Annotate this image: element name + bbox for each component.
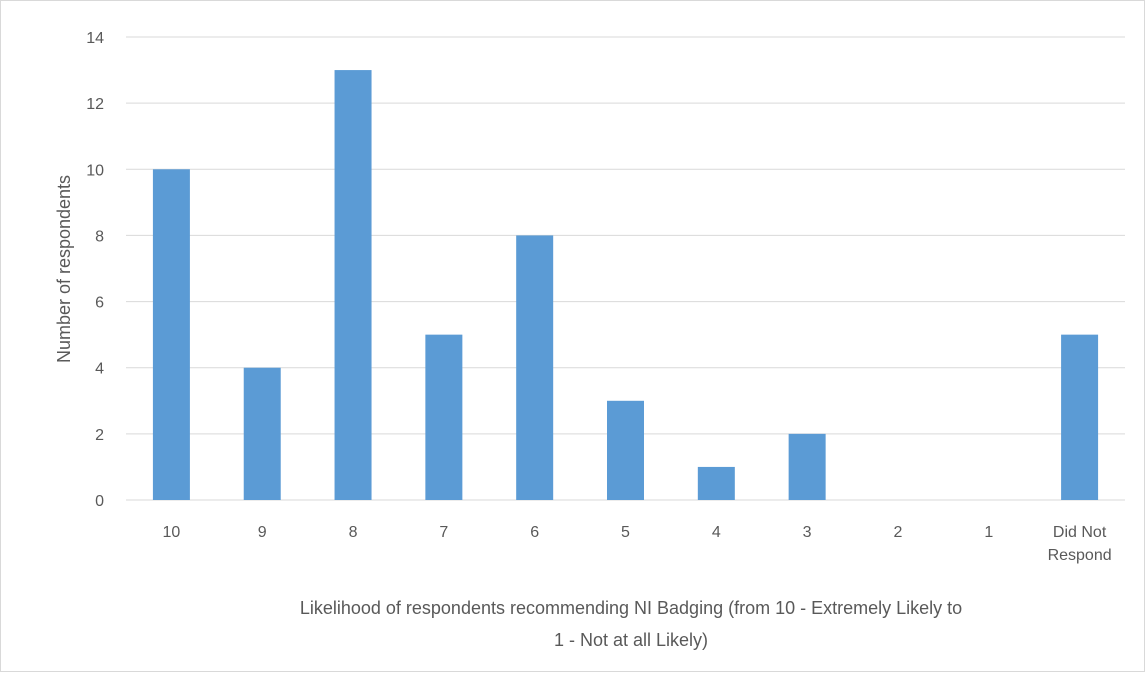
bar	[788, 433, 826, 500]
bars	[152, 70, 1099, 501]
y-tick-label: 10	[86, 162, 104, 179]
y-axis-ticks: 0 2 4 6 8 10 12 14	[86, 30, 104, 510]
gridlines	[126, 36, 1125, 501]
bar	[334, 70, 372, 501]
y-tick-label: 8	[95, 228, 104, 245]
x-tick-label: 3	[803, 524, 812, 541]
x-tick-label: 6	[530, 524, 539, 541]
y-tick-label: 4	[95, 361, 104, 378]
x-tick-label: 5	[621, 524, 630, 541]
x-axis-ticks: 10 9 8 7 6 5 4 3 2 1 Did Not Respond	[163, 524, 1112, 564]
x-tick-label: 4	[712, 524, 721, 541]
bar	[243, 367, 281, 500]
bar	[1061, 334, 1099, 500]
x-tick-label: 8	[349, 524, 358, 541]
y-tick-label: 14	[86, 30, 104, 47]
y-tick-label: 6	[95, 295, 104, 312]
bar	[152, 169, 190, 501]
bar	[516, 235, 554, 500]
bar	[697, 466, 735, 500]
y-tick-label: 12	[86, 96, 104, 113]
y-tick-label: 2	[95, 427, 104, 444]
x-tick-label: Did Not	[1053, 524, 1107, 541]
x-tick-label: Respond	[1048, 547, 1112, 564]
bar	[607, 400, 644, 500]
x-tick-label: 1	[984, 524, 993, 541]
x-tick-label: 7	[439, 524, 448, 541]
y-tick-label: 0	[95, 493, 104, 510]
x-axis-title-line-2: 1 - Not at all Likely)	[554, 630, 708, 650]
x-tick-label: 9	[258, 524, 267, 541]
y-axis-title: Number of respondents	[54, 175, 74, 363]
bar	[425, 334, 463, 500]
x-tick-label: 2	[894, 524, 903, 541]
x-axis-title-line-1: Likelihood of respondents recommending N…	[300, 598, 962, 618]
x-tick-label: 10	[163, 524, 181, 541]
